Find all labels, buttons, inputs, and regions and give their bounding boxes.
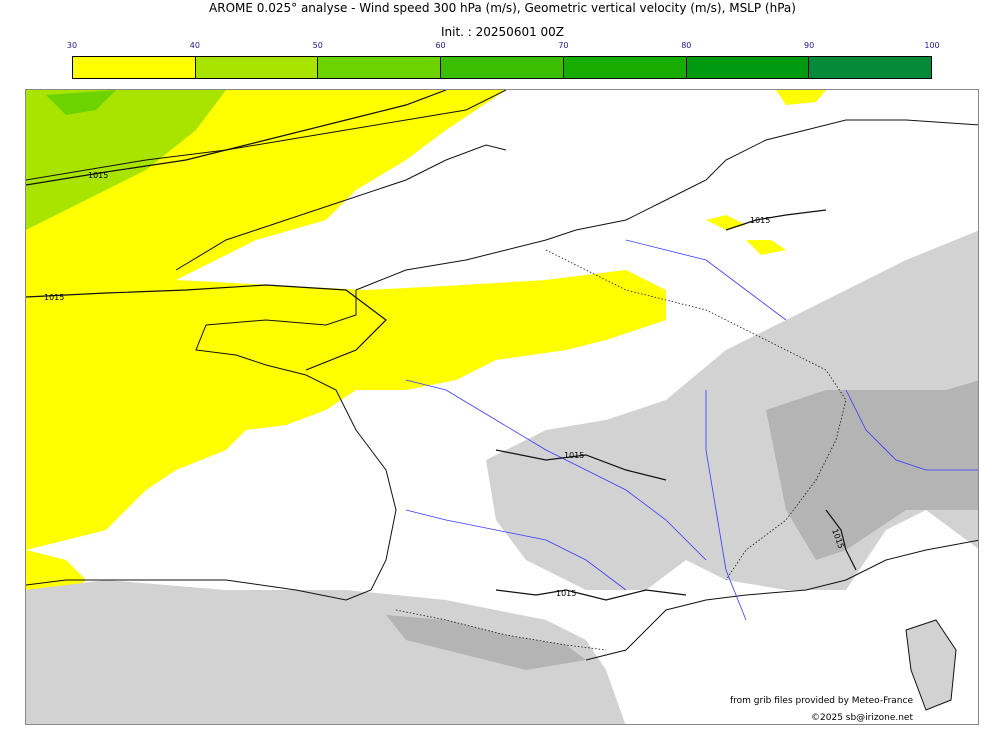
map-canvas: 1015 1015 1015 1015 1015 1015 xyxy=(26,90,978,724)
chart-title: AROME 0.025° analyse - Wind speed 300 hP… xyxy=(209,1,796,15)
colorbar-segment xyxy=(441,57,564,78)
river xyxy=(405,509,627,591)
colorbar-tick: 70 xyxy=(558,41,569,50)
river xyxy=(625,239,787,321)
isobar xyxy=(495,589,687,601)
init-time: Init. : 20250601 00Z xyxy=(440,25,565,39)
isobar xyxy=(825,509,857,571)
data-source-credit: from grib files provided by Meteo-France xyxy=(729,696,913,706)
colorbar-ticks: 30 40 50 60 70 80 90 100 xyxy=(67,41,940,53)
colorbar-tick: 90 xyxy=(804,41,815,50)
colorbar-segment xyxy=(73,57,196,78)
river xyxy=(405,379,707,561)
colorbar-tick: 60 xyxy=(435,41,446,50)
isobar xyxy=(725,209,827,231)
coastline-uk-south xyxy=(175,144,507,271)
weather-map[interactable]: 1015 1015 1015 1015 1015 1015 xyxy=(25,89,979,725)
isobar-label: 1015 xyxy=(564,451,584,460)
river xyxy=(845,389,978,471)
country-border xyxy=(395,609,607,651)
isobar-label: 1015 xyxy=(556,589,576,598)
colorbar-segment xyxy=(686,57,810,78)
terrain-shading-corsica xyxy=(906,620,956,710)
colorbar-segment xyxy=(195,57,319,78)
isobar xyxy=(26,90,447,186)
terrain-shading-south xyxy=(26,580,626,724)
colorbar-segment xyxy=(318,57,442,78)
wind-area-40-50 xyxy=(26,90,226,230)
wind-patch xyxy=(706,215,746,230)
coastline-north xyxy=(355,119,978,291)
colorbar-tick: 50 xyxy=(312,41,323,50)
isobar-label: 1015 xyxy=(88,171,108,180)
isobar-label: 1015 xyxy=(750,216,770,225)
colorbar-tick: 80 xyxy=(681,41,692,50)
wind-area-30-40 xyxy=(26,90,666,550)
colorbar-segment xyxy=(563,57,687,78)
coastline xyxy=(26,290,397,601)
wind-speed-colorbar xyxy=(72,56,932,79)
wind-patch xyxy=(776,90,826,105)
colorbar-tick: 100 xyxy=(924,41,940,50)
coastline-corsica xyxy=(905,619,957,711)
coastline-uk xyxy=(26,90,507,181)
copyright-credit: ©2025 sb@irizone.net xyxy=(811,713,913,723)
isobar-label: 1015 xyxy=(44,293,64,302)
pyrenees-shading xyxy=(386,615,586,670)
isobar xyxy=(26,284,387,371)
alps-shading xyxy=(766,380,978,560)
colorbar-tick: 30 xyxy=(66,41,78,50)
river xyxy=(705,390,747,621)
coastline-med xyxy=(585,539,978,661)
wind-patch xyxy=(746,240,786,255)
wind-area-50-60 xyxy=(46,90,116,115)
colorbar-tick: 40 xyxy=(189,41,200,50)
colorbar-segment xyxy=(809,57,932,78)
country-border xyxy=(545,249,847,581)
isobar xyxy=(495,449,667,481)
